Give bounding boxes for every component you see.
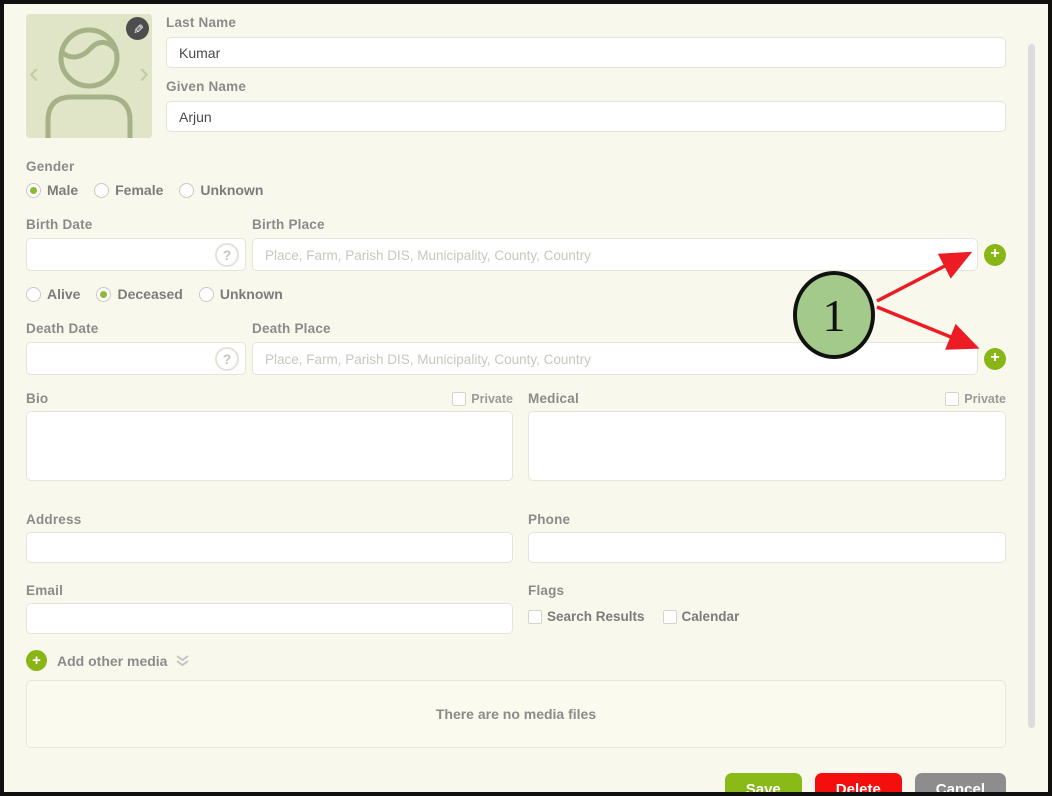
death-date-field: ? <box>26 342 246 375</box>
media-empty-message: There are no media files <box>435 706 597 722</box>
death-place-input[interactable] <box>252 342 978 375</box>
action-button-row: Save Delete Cancel <box>26 773 1006 792</box>
cancel-button[interactable]: Cancel <box>914 773 1006 792</box>
gender-radio-female[interactable]: Female <box>94 182 163 198</box>
address-input[interactable] <box>26 532 513 563</box>
bio-label: Bio <box>26 391 49 406</box>
radio-icon <box>198 286 214 302</box>
avatar: ‹ › ✎ <box>26 14 152 138</box>
radio-icon <box>26 286 41 302</box>
pencil-icon: ✎ <box>130 23 146 34</box>
media-files-panel: There are no media files <box>26 680 1006 748</box>
gender-radio-male[interactable]: Male <box>26 182 78 198</box>
checkbox-icon <box>945 392 960 406</box>
flag-search-results-label: Search Results <box>547 609 645 624</box>
radio-icon <box>179 182 195 198</box>
gender-radio-unknown[interactable]: Unknown <box>179 182 263 198</box>
plus-icon: + <box>990 245 1000 262</box>
name-column: Last Name Given Name <box>166 14 1006 142</box>
flag-calendar-checkbox[interactable]: Calendar <box>662 609 740 624</box>
gender-radio-group: Male Female Unknown <box>26 181 1006 199</box>
person-silhouette-icon <box>45 27 133 138</box>
flag-search-results-checkbox[interactable]: Search Results <box>528 609 645 624</box>
medical-private-label: Private <box>964 392 1006 406</box>
death-date-input[interactable] <box>26 342 246 375</box>
date-help-icon[interactable]: ? <box>215 346 239 371</box>
vertical-scrollbar-thumb[interactable] <box>1028 44 1035 728</box>
status-radio-alive[interactable]: Alive <box>26 286 80 302</box>
birth-place-label: Birth Place <box>252 217 325 232</box>
radio-icon <box>96 286 112 302</box>
bio-private-checkbox[interactable]: Private <box>452 392 513 406</box>
death-place-field <box>252 342 978 375</box>
plus-icon: + <box>26 650 47 671</box>
photo-next-chevron-icon[interactable]: › <box>139 56 149 90</box>
phone-label: Phone <box>528 512 571 527</box>
life-status-radio-group: Alive Deceased Unknown <box>26 285 1006 303</box>
gender-label: Gender <box>26 159 75 174</box>
gender-male-label: Male <box>47 182 79 198</box>
given-name-input[interactable] <box>166 101 1006 132</box>
checkbox-icon <box>528 609 542 624</box>
checkbox-icon <box>452 392 467 406</box>
flags-group: Search Results Calendar <box>528 609 1006 624</box>
death-place-label: Death Place <box>252 321 331 336</box>
add-death-place-button[interactable]: + <box>984 347 1006 370</box>
top-row: ‹ › ✎ Last Name Given Name <box>26 14 1006 142</box>
plus-icon: + <box>990 349 1000 366</box>
status-deceased-label: Deceased <box>117 286 183 302</box>
medical-textarea[interactable] <box>528 411 1006 481</box>
flag-calendar-label: Calendar <box>681 609 740 624</box>
last-name-label: Last Name <box>166 15 237 30</box>
medical-private-checkbox[interactable]: Private <box>945 392 1006 406</box>
medical-label: Medical <box>528 391 579 406</box>
last-name-input[interactable] <box>166 37 1006 68</box>
date-help-icon[interactable]: ? <box>215 242 239 267</box>
birth-date-label: Birth Date <box>26 217 93 232</box>
email-label: Email <box>26 583 64 598</box>
status-alive-label: Alive <box>47 286 81 302</box>
save-button[interactable]: Save <box>724 773 802 792</box>
birth-place-field <box>252 238 978 271</box>
photo-prev-chevron-icon[interactable]: ‹ <box>29 56 39 90</box>
given-name-label: Given Name <box>166 79 247 94</box>
bio-private-label: Private <box>471 392 513 406</box>
status-unknown-label: Unknown <box>219 286 283 302</box>
birth-date-input[interactable] <box>26 238 246 271</box>
add-other-media-label: Add other media <box>57 652 168 669</box>
add-other-media-button[interactable]: + Add other media <box>26 650 1006 671</box>
chevron-double-down-icon <box>175 654 190 668</box>
birth-date-field: ? <box>26 238 246 271</box>
status-radio-unknown[interactable]: Unknown <box>198 286 283 302</box>
status-radio-deceased[interactable]: Deceased <box>96 286 183 302</box>
radio-icon <box>26 182 41 198</box>
flags-label: Flags <box>528 583 565 598</box>
delete-button[interactable]: Delete <box>814 773 902 792</box>
gender-female-label: Female <box>115 182 164 198</box>
death-date-label: Death Date <box>26 321 99 336</box>
gender-unknown-label: Unknown <box>200 182 264 198</box>
email-input[interactable] <box>26 603 513 634</box>
address-label: Address <box>26 512 82 527</box>
radio-icon <box>94 182 110 198</box>
edit-photo-button[interactable]: ✎ <box>126 17 149 40</box>
add-birth-place-button[interactable]: + <box>984 243 1006 266</box>
phone-input[interactable] <box>528 532 1006 563</box>
birth-place-input[interactable] <box>252 238 978 271</box>
checkbox-icon <box>662 609 677 624</box>
bio-textarea[interactable] <box>26 411 513 481</box>
